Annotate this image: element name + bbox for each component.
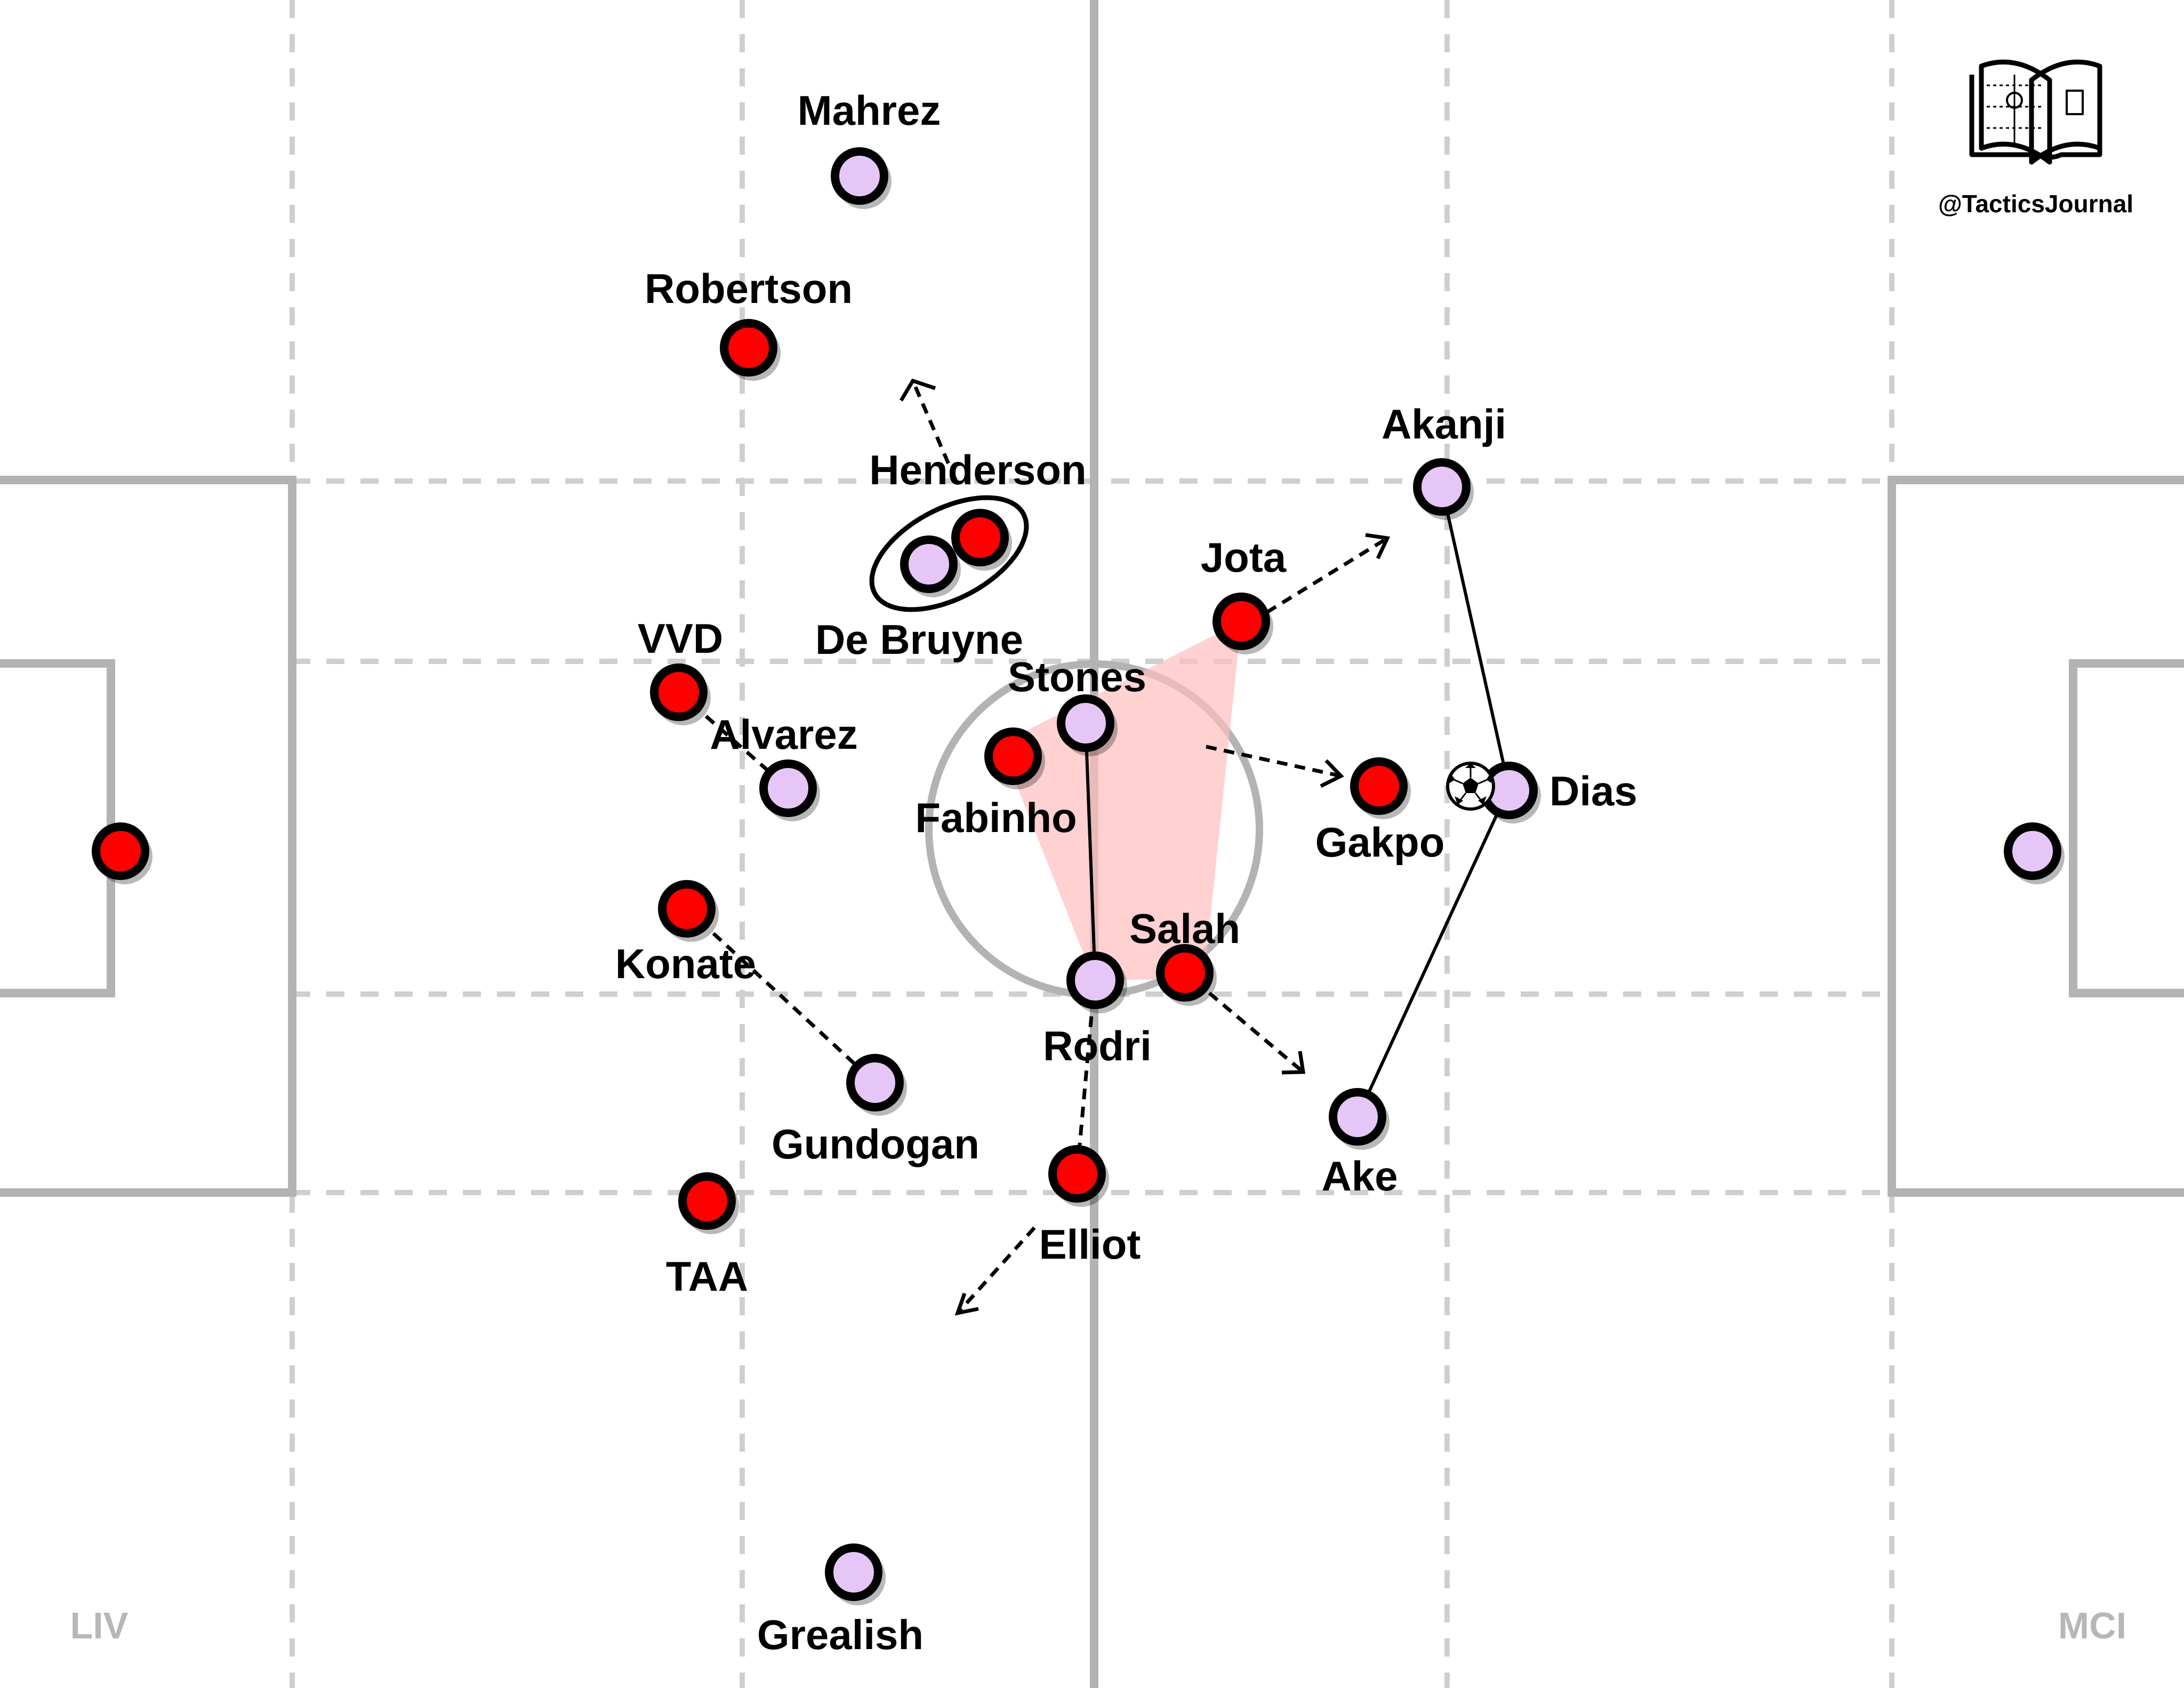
arrow-elliot <box>954 1226 1036 1316</box>
passing-lane-shading <box>1000 621 1241 980</box>
marking-ellipse <box>869 495 1029 612</box>
player-token-rodri <box>1066 951 1124 1009</box>
player-label-akanji: Akanji <box>1382 401 1506 447</box>
link-akanji-dias <box>1440 486 1511 789</box>
player-label-rodri: Rodri <box>1043 1022 1152 1069</box>
team-label-left: LIV <box>70 1605 129 1646</box>
player-token-stones <box>1057 694 1114 752</box>
player-label-grealish: Grealish <box>757 1611 924 1658</box>
football-icon <box>1446 762 1495 811</box>
player-token-henderson <box>951 509 1009 566</box>
arrow-gakpo <box>1206 745 1344 788</box>
open-book-pitch-icon <box>1969 59 2102 165</box>
arrow-jota <box>1266 533 1391 614</box>
brand-handle: @TacticsJournal <box>1938 190 2133 218</box>
player-token-salah <box>1156 944 1214 1002</box>
player-token-robertson <box>720 319 777 377</box>
player-token-city-gk <box>2004 822 2061 880</box>
player-token-fabinho <box>984 727 1042 785</box>
player-label-elliot: Elliot <box>1039 1221 1141 1268</box>
player-label-jota: Jota <box>1201 534 1287 581</box>
player-token-grealish <box>825 1543 882 1601</box>
player-label-robertson: Robertson <box>645 265 853 312</box>
link-stones-rodri <box>1084 723 1097 981</box>
player-label-stones: Stones <box>1008 653 1146 700</box>
arrow-henderson <box>899 378 958 481</box>
player-label-ake: Ake <box>1321 1153 1398 1199</box>
player-token-gundogan <box>846 1054 904 1111</box>
player-token-ake <box>1329 1088 1386 1146</box>
arrow-salah <box>1208 991 1306 1075</box>
passing-connections <box>1084 486 1511 1118</box>
right-penalty-area <box>1888 476 2184 1197</box>
left-six-yard-box <box>0 659 115 997</box>
player-token-mahrez <box>831 147 888 205</box>
press-line-konate-gundogan <box>685 907 877 1084</box>
player-label-henderson: Henderson <box>869 446 1086 493</box>
player-label-dias: Dias <box>1549 767 1637 814</box>
team-label-right: MCI <box>2058 1605 2126 1646</box>
player-labels: Robertson Henderson Jota VVD Fabinho Gakpo Kon… <box>615 87 1637 1658</box>
player-label-salah: Salah <box>1129 905 1240 952</box>
player-tokens <box>92 147 2065 1605</box>
player-label-gundogan: Gundogan <box>772 1121 979 1167</box>
player-label-de-bruyne: De Bruyne <box>815 616 1023 663</box>
player-label-gakpo: Gakpo <box>1315 819 1445 866</box>
player-label-vvd: VVD <box>638 615 723 662</box>
player-token-gakpo <box>1350 757 1408 815</box>
left-penalty-area <box>0 476 296 1197</box>
player-token-de-bruyne <box>900 535 958 593</box>
player-label-taa: TAA <box>666 1253 749 1300</box>
press-line-rodri-elliot <box>1075 980 1097 1174</box>
player-token-elliot <box>1048 1145 1106 1203</box>
player-label-konate: Konate <box>615 940 756 987</box>
player-token-jota <box>1213 593 1270 650</box>
player-label-alvarez: Alvarez <box>710 711 858 758</box>
player-token-vvd <box>650 663 708 721</box>
movement-arrows <box>899 378 1391 1316</box>
player-label-mahrez: Mahrez <box>798 87 941 134</box>
player-token-liv-gk <box>92 822 149 880</box>
player-token-alvarez <box>759 759 817 817</box>
player-token-taa <box>678 1172 736 1230</box>
player-token-konate <box>658 880 716 938</box>
link-dias-ake <box>1356 787 1511 1118</box>
player-label-fabinho: Fabinho <box>915 794 1077 841</box>
right-six-yard-box <box>2069 659 2184 997</box>
player-token-akanji <box>1413 458 1471 516</box>
